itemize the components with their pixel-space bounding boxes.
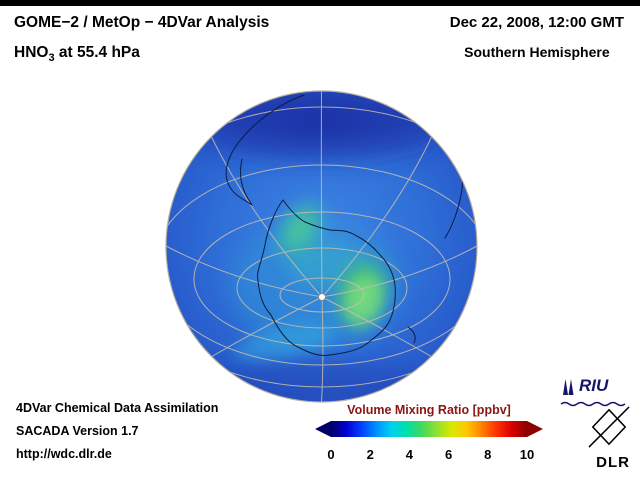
riu-wave-icon (560, 401, 626, 407)
hemisphere-label: Southern Hemisphere (464, 44, 610, 60)
tick-4: 4 (405, 447, 414, 462)
colorbar-title: Volume Mixing Ratio [ppbv] (347, 403, 511, 417)
riu-logo: RIU (560, 377, 634, 413)
species-name: HNO (14, 44, 49, 61)
dlr-logo-text: DLR (596, 454, 630, 471)
riu-logo-text: RIU (579, 376, 609, 395)
coast-antarctica (257, 199, 396, 356)
header-right: Dec 22, 2008, 12:00 GMT Southern Hemisph… (450, 13, 624, 62)
colorbar-ticks: 0 2 4 6 8 10 (327, 447, 534, 463)
credits: 4DVar Chemical Data Assimilation SACADA … (16, 397, 218, 466)
hemisphere-map (165, 90, 478, 403)
hno3-swirl-southwest (234, 323, 336, 361)
map-rim (165, 90, 478, 403)
coast-south-america (225, 94, 305, 206)
colorbar-arrow-left (315, 421, 331, 437)
species-level-label: HNO3 at 55.4 hPa (14, 43, 269, 68)
colorbar-gradient (331, 421, 527, 437)
plot-title: GOME−2 / MetOp − 4DVar Analysis (14, 14, 270, 31)
colorbar-arrow-right (527, 421, 543, 437)
datetime-label: Dec 22, 2008, 12:00 GMT (449, 14, 624, 31)
coast-island (407, 326, 416, 344)
pressure-level: at 55.4 hPa (54, 44, 140, 61)
credit-url: http://wdc.dlr.de (16, 447, 112, 461)
tick-0: 0 (327, 447, 335, 462)
hno3-patch-east-core (346, 276, 382, 326)
dlr-star-icon (588, 406, 630, 448)
tick-2: 2 (366, 447, 374, 462)
species-subscript: 3 (48, 52, 55, 65)
credit-line-2: SACADA Version 1.7 (16, 424, 139, 438)
pole-marker (318, 293, 326, 301)
header-left: GOME−2 / MetOp − 4DVar Analysis HNO3 at … (14, 13, 269, 68)
tick-6: 6 (444, 447, 453, 462)
coast-south-america-west (239, 158, 253, 206)
riu-cathedral-icon (563, 379, 574, 395)
tick-8: 8 (484, 447, 492, 462)
colorbar (315, 421, 543, 437)
tick-10: 10 (519, 447, 535, 462)
graticule (166, 91, 477, 402)
dlr-logo: DLR (574, 406, 632, 471)
top-border (0, 0, 640, 6)
credit-line-1: 4DVar Chemical Data Assimilation (16, 401, 219, 415)
